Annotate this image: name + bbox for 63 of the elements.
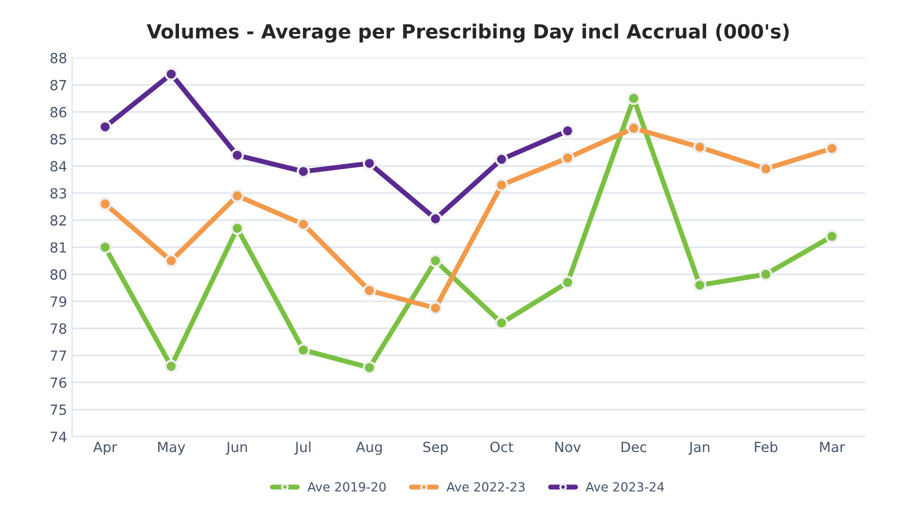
point: [98, 120, 112, 134]
point: [759, 162, 772, 176]
point: [428, 254, 442, 268]
point: [561, 124, 574, 138]
x-tick-label: Sep: [423, 442, 448, 455]
y-tick-label: 74: [50, 432, 66, 442]
x-tick-label: Mar: [820, 442, 846, 452]
point: [362, 284, 376, 298]
point: [561, 151, 574, 165]
x-tick-label: Oct: [490, 442, 514, 452]
point: [296, 343, 310, 357]
legend-label: Ave 2022-23: [446, 482, 525, 492]
y-tick-label: 88: [50, 52, 66, 64]
y-tick-label: 87: [50, 80, 66, 90]
y-tick-label: 78: [50, 323, 66, 334]
point: [296, 164, 310, 178]
point: [164, 67, 178, 81]
y-tick-label: 80: [50, 269, 66, 280]
point: [230, 189, 244, 202]
point: [98, 240, 112, 254]
x-tick-label: Jan: [688, 442, 710, 455]
x-tick-label: Aug: [356, 442, 382, 455]
point: [693, 140, 706, 154]
point: [98, 197, 112, 211]
y-tick-label: 82: [50, 215, 66, 226]
point: [627, 122, 640, 135]
point: [164, 360, 178, 373]
point: [494, 178, 508, 192]
x-tick-label: Feb: [754, 441, 778, 452]
point: [627, 92, 640, 106]
point: [362, 361, 376, 374]
x-tick-label: Jun: [226, 442, 247, 455]
x-tick-label: May: [158, 442, 186, 455]
legend-label: Ave 2023-24: [586, 482, 664, 492]
point: [362, 156, 376, 170]
y-tick-label: 77: [50, 350, 66, 361]
x-tick-label: Dec: [622, 442, 646, 452]
point: [230, 148, 244, 162]
point: [561, 276, 574, 289]
x-tick-label: Jul: [294, 441, 310, 455]
point: [825, 142, 839, 156]
y-tick-label: 75: [50, 404, 66, 416]
y-tick-label: 79: [50, 296, 66, 307]
y-tick-label: 76: [50, 377, 66, 388]
point: [164, 254, 178, 268]
legend-label: Ave 2019-20: [307, 482, 386, 492]
point: [825, 230, 839, 243]
point: [759, 268, 772, 281]
y-tick-label: 84: [50, 161, 66, 172]
point: [296, 218, 310, 231]
point: [494, 316, 508, 330]
y-tick-label: 83: [50, 188, 66, 199]
x-tick-label: Apr: [93, 442, 118, 455]
point: [693, 278, 706, 292]
chart-title: Volumes - Average per Prescribing Day incl Accrual (000's): [146, 24, 789, 43]
y-tick-label: 85: [50, 134, 66, 144]
point: [428, 301, 442, 315]
point: [428, 212, 442, 226]
y-tick-label: 86: [50, 106, 66, 118]
y-tick-label: 81: [50, 242, 66, 253]
x-tick-label: Nov: [555, 442, 581, 452]
point: [230, 222, 244, 235]
point: [494, 152, 508, 166]
